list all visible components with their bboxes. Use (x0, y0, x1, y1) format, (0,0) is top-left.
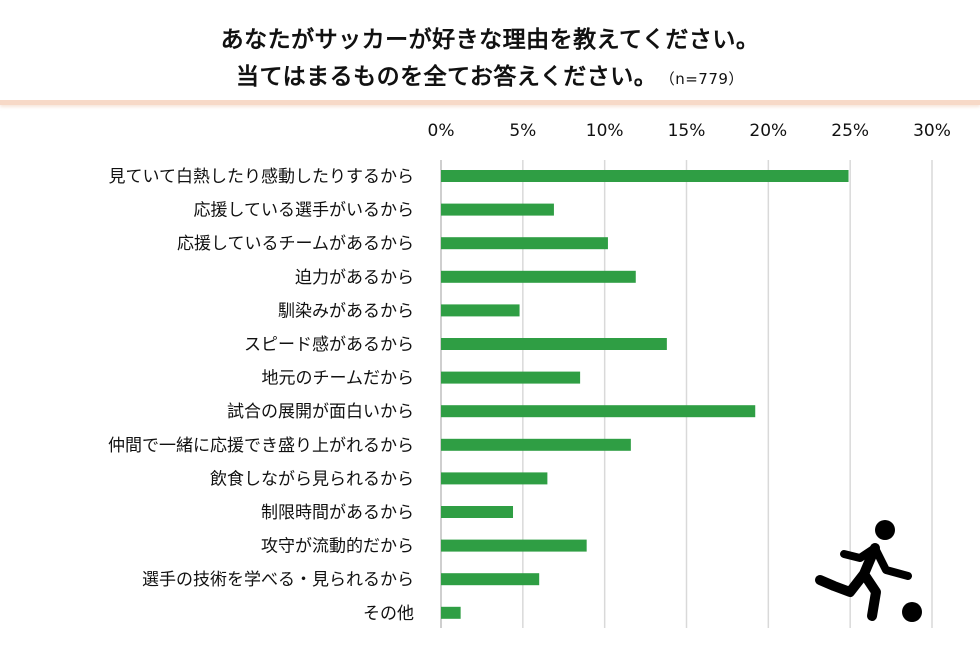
x-tick-label: 15% (668, 121, 706, 141)
bar (441, 338, 667, 350)
category-label: 飲食しながら見られるから (210, 469, 414, 489)
x-tick-label: 0% (428, 121, 455, 141)
chart-subtitle: 当てはまるものを全てお答えください。 （n=779） (0, 57, 980, 91)
category-label: スピード感があるから (244, 335, 414, 355)
bar (441, 573, 540, 586)
soccer-player-icon (815, 520, 922, 622)
bar (441, 304, 520, 317)
bar (441, 371, 581, 384)
bar (441, 472, 548, 485)
x-tick-label: 5% (509, 121, 536, 141)
x-tick-label: 10% (586, 121, 624, 141)
bar (441, 405, 756, 418)
category-label: 応援している選手がいるから (194, 201, 415, 221)
category-label: 迫力があるから (295, 268, 414, 288)
bar (441, 170, 849, 182)
category-label: 攻守が流動的だから (261, 537, 414, 557)
bar (441, 539, 587, 552)
chart-header: あなたがサッカーが好きな理由を教えてください。 当てはまるものを全てお答えくださ… (0, 0, 980, 105)
category-label: 選手の技術を学べる・見られるから (142, 570, 414, 590)
bar (441, 506, 514, 518)
category-label: 地元のチームだから (262, 369, 415, 389)
bar (441, 606, 461, 619)
chart-subtitle-text: 当てはまるものを全てお答えください。 (236, 64, 658, 90)
x-tick-label: 25% (831, 121, 869, 141)
bar (441, 270, 636, 283)
category-label: 応援しているチームがあるから (177, 234, 414, 254)
bar (441, 237, 608, 250)
bar (441, 203, 554, 216)
bar (441, 438, 631, 451)
category-label: 試合の展開が面白いから (227, 402, 414, 422)
category-label: 制限時間があるから (261, 503, 414, 523)
category-label: 見ていて白熱したり感動したりするから (109, 167, 415, 187)
chart-title: あなたがサッカーが好きな理由を教えてください。 (220, 27, 760, 53)
category-label: 馴染みがあるから (278, 301, 414, 321)
sample-size-note: （n=779） (667, 70, 744, 88)
category-label: その他 (363, 604, 414, 624)
x-tick-label: 20% (749, 121, 787, 141)
category-label: 仲間で一緒に応援でき盛り上がれるから (108, 436, 414, 456)
x-tick-label: 30% (913, 121, 951, 141)
